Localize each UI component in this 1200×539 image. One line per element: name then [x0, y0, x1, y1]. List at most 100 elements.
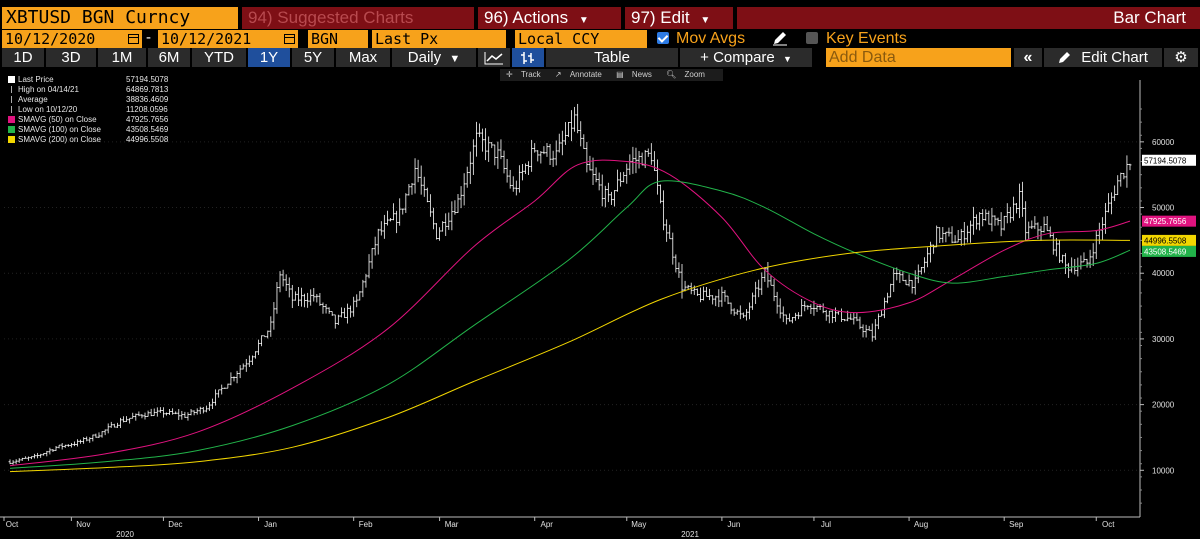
legend-label: High on 04/14/21: [18, 85, 79, 94]
edit-label: 97) Edit: [631, 8, 690, 27]
calendar-icon[interactable]: [284, 34, 295, 44]
legend-value: 11208.0596: [126, 105, 168, 114]
legend-value: 47925.7656: [126, 115, 169, 124]
add-data-input[interactable]: Add Data: [826, 48, 1011, 67]
period-button-1y[interactable]: 1Y: [248, 48, 290, 67]
mov-avgs-checkbox[interactable]: [657, 32, 669, 44]
price-chart[interactable]: 10000 20000 30000 40000 50000 60000 Oct Nov Dec…: [0, 69, 1200, 539]
x-tick-label: Mar: [445, 520, 459, 529]
legend-item[interactable]: SMAVG (200) on Close 44996.5508: [8, 135, 174, 145]
frequency-dropdown[interactable]: Daily ▼: [392, 48, 476, 67]
period-button-5y[interactable]: 5Y: [292, 48, 334, 67]
suggested-charts-button[interactable]: 94) Suggested Charts: [242, 7, 474, 29]
crosshair-icon: ✛: [506, 70, 515, 79]
line-chart-icon: [484, 52, 503, 65]
pencil-icon[interactable]: [772, 31, 788, 46]
edit-chart-button[interactable]: Edit Chart: [1044, 48, 1162, 67]
end-date-field[interactable]: 10/12/2021: [158, 30, 298, 48]
x-tick-label: Sep: [1009, 520, 1024, 529]
legend-value: 44996.5508: [126, 135, 169, 144]
price-tag-box: [1142, 234, 1196, 246]
price-tag-label: 57194.5078: [1144, 156, 1187, 165]
period-button-max[interactable]: Max: [336, 48, 390, 67]
price-tag-label: 47925.7656: [1144, 217, 1187, 226]
x-tick-label: May: [631, 520, 646, 529]
key-events-label[interactable]: Key Events: [826, 30, 907, 47]
legend-value: 38836.4609: [126, 95, 169, 104]
legend-item[interactable]: SMAVG (50) on Close 47925.7656: [8, 115, 174, 125]
table-button[interactable]: Table: [546, 48, 678, 67]
x-tick-label: Aug: [914, 520, 928, 529]
actions-menu-button[interactable]: 96) Actions ▼: [478, 7, 621, 29]
collapse-panel-button[interactable]: «: [1014, 48, 1042, 67]
legend-item[interactable]: Last Price 57194.5078: [8, 75, 174, 85]
date-range-dash: -: [146, 29, 151, 46]
x-year-label: 2020: [116, 530, 134, 539]
legend-swatch: [8, 136, 15, 143]
chart-legend[interactable]: Last Price 57194.5078 High on 04/14/21 6486…: [8, 75, 174, 145]
moving-average-line-0: [9, 159, 1131, 467]
pencil-icon: [1059, 52, 1071, 63]
x-tick-label: Jan: [264, 520, 277, 529]
edit-chart-label: Edit Chart: [1081, 49, 1148, 66]
legend-label: Last Price: [18, 75, 54, 84]
x-tick-label: Feb: [359, 520, 373, 529]
currency-selector[interactable]: Local CCY: [515, 30, 647, 48]
key-events-checkbox[interactable]: [806, 32, 818, 44]
x-tick-label: Jun: [727, 520, 740, 529]
price-tag-label: 44996.5508: [1144, 236, 1187, 245]
calendar-icon[interactable]: [128, 34, 139, 44]
ticker-field[interactable]: XBTUSD BGN Curncy: [2, 7, 238, 29]
y-tick-label: 60000: [1152, 138, 1175, 147]
legend-swatch: [11, 96, 12, 103]
price-tag-box: [1142, 245, 1196, 257]
news-tool[interactable]: ▤ News: [616, 70, 652, 79]
period-button-6m[interactable]: 6M: [148, 48, 190, 67]
period-button-ytd[interactable]: YTD: [192, 48, 246, 67]
line-chart-type-button[interactable]: [478, 48, 510, 67]
period-button-3d[interactable]: 3D: [46, 48, 96, 67]
price-field-selector[interactable]: Last Px: [372, 30, 506, 48]
y-tick-label: 10000: [1152, 466, 1175, 475]
caret-down-icon: ▼: [449, 53, 461, 65]
legend-item[interactable]: High on 04/14/21 64869.7813: [8, 85, 174, 95]
price-tag-box: [1142, 154, 1196, 166]
y-tick-label: 50000: [1152, 204, 1175, 213]
x-tick-label: Apr: [540, 520, 553, 529]
x-tick-label: Jul: [821, 520, 831, 529]
start-date-value: 10/12/2020: [5, 30, 96, 48]
magnifier-icon: 🔍︎: [666, 70, 679, 79]
legend-item[interactable]: SMAVG (100) on Close 43508.5469: [8, 125, 174, 135]
zoom-tool[interactable]: 🔍︎ Zoom: [666, 70, 705, 79]
track-tool[interactable]: ✛ Track: [506, 70, 541, 79]
period-button-1m[interactable]: 1M: [98, 48, 146, 67]
annotate-tool[interactable]: ↗ Annotate: [554, 70, 602, 79]
edit-menu-button[interactable]: 97) Edit ▼: [625, 7, 733, 29]
ohlc-bar-icon: [521, 52, 534, 64]
legend-label: SMAVG (100) on Close: [18, 125, 101, 134]
y-tick-label: 20000: [1152, 401, 1175, 410]
legend-item[interactable]: Average 38836.4609: [8, 95, 174, 105]
legend-swatch: [8, 76, 15, 83]
price-tag-box: [1142, 215, 1196, 227]
double-chevron-left-icon: «: [1023, 49, 1033, 66]
x-tick-label: Oct: [1102, 520, 1115, 529]
period-button-1d[interactable]: 1D: [2, 48, 44, 67]
bar-chart-type-button[interactable]: [512, 48, 544, 67]
actions-label: 96) Actions: [484, 8, 569, 27]
mov-avgs-label[interactable]: Mov Avgs: [676, 30, 746, 47]
legend-item[interactable]: Low on 10/12/20 11208.0596: [8, 105, 174, 115]
moving-average-line-2: [9, 239, 1131, 473]
source-field[interactable]: BGN: [308, 30, 368, 48]
compare-dropdown[interactable]: + Compare ▼: [680, 48, 812, 67]
chevron-down-icon: ▼: [578, 15, 589, 26]
start-date-field[interactable]: 10/12/2020: [2, 30, 142, 48]
chevron-down-icon: ▼: [700, 15, 711, 26]
y-tick-label: 40000: [1152, 269, 1175, 278]
y-tick-label: 30000: [1152, 335, 1175, 344]
caret-down-icon: ▼: [782, 54, 792, 64]
x-year-label: 2021: [681, 530, 699, 539]
settings-button[interactable]: ⚙: [1164, 48, 1198, 67]
legend-value: 64869.7813: [126, 85, 169, 94]
legend-label: SMAVG (200) on Close: [18, 135, 101, 144]
